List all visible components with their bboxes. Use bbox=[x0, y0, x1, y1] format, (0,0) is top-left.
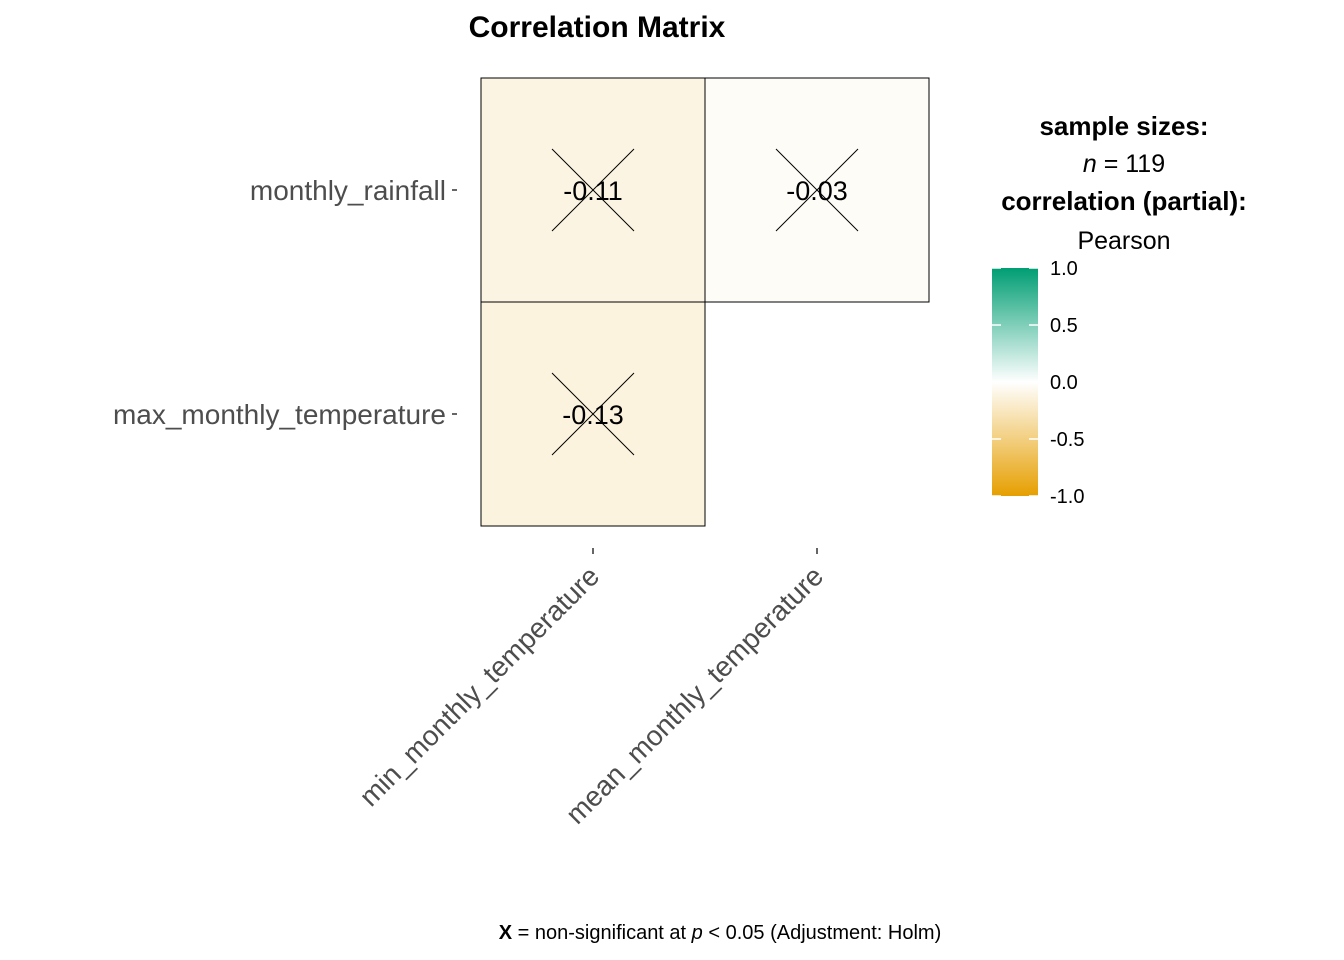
cell-value-label: -0.13 bbox=[562, 400, 624, 430]
legend-n-value: = 119 bbox=[1097, 150, 1165, 178]
heatmap-cell: -0.03 bbox=[704, 77, 930, 303]
legend-tick-label: 0.5 bbox=[1050, 315, 1078, 337]
legend-tick-label: 0.0 bbox=[1050, 372, 1078, 394]
plot-area: -0.11 -0.03 -0.13 monthly_rainfall max_month… bbox=[113, 77, 930, 830]
caption-mark: X bbox=[499, 922, 513, 944]
non-significant-cross-line bbox=[551, 372, 635, 456]
y-axis-label: monthly_rainfall bbox=[250, 175, 446, 206]
legend-tick-label: 1.0 bbox=[1050, 258, 1078, 280]
y-axis-label: max_monthly_temperature bbox=[113, 399, 446, 430]
cell-value-label: -0.03 bbox=[786, 176, 848, 206]
legend-tick-label: -0.5 bbox=[1050, 429, 1084, 451]
legend-tick-label: -1.0 bbox=[1050, 486, 1084, 508]
non-significant-cross-line bbox=[551, 148, 635, 232]
non-significant-cross-line bbox=[775, 148, 859, 232]
x-axis-label: mean_monthly_temperature bbox=[560, 560, 830, 830]
x-axis-label: min_monthly_temperature bbox=[353, 560, 605, 812]
cell-value-label: -0.11 bbox=[563, 176, 623, 206]
caption-p-symbol: p bbox=[691, 922, 703, 944]
caption-part1: = non-significant at bbox=[512, 922, 692, 944]
legend-ticks: 1.0 0.5 0.0 -0.5 -1.0 bbox=[992, 258, 1084, 508]
caption-part2: < 0.05 (Adjustment: Holm) bbox=[703, 922, 941, 944]
legend-n-symbol: n bbox=[1083, 150, 1097, 178]
legend-sample-sizes-heading: sample sizes: bbox=[1039, 111, 1208, 141]
legend: sample sizes: n = 119 correlation (parti… bbox=[992, 111, 1247, 508]
legend-method: Pearson bbox=[1077, 227, 1170, 255]
chart-title: Correlation Matrix bbox=[469, 11, 726, 44]
legend-correlation-heading: correlation (partial): bbox=[1001, 186, 1247, 216]
heatmap-cell: -0.11 bbox=[480, 77, 706, 303]
legend-sample-size: n = 119 bbox=[1083, 150, 1165, 178]
heatmap-cell: -0.13 bbox=[480, 301, 706, 527]
caption: X = non-significant at p < 0.05 (Adjustm… bbox=[499, 922, 941, 944]
